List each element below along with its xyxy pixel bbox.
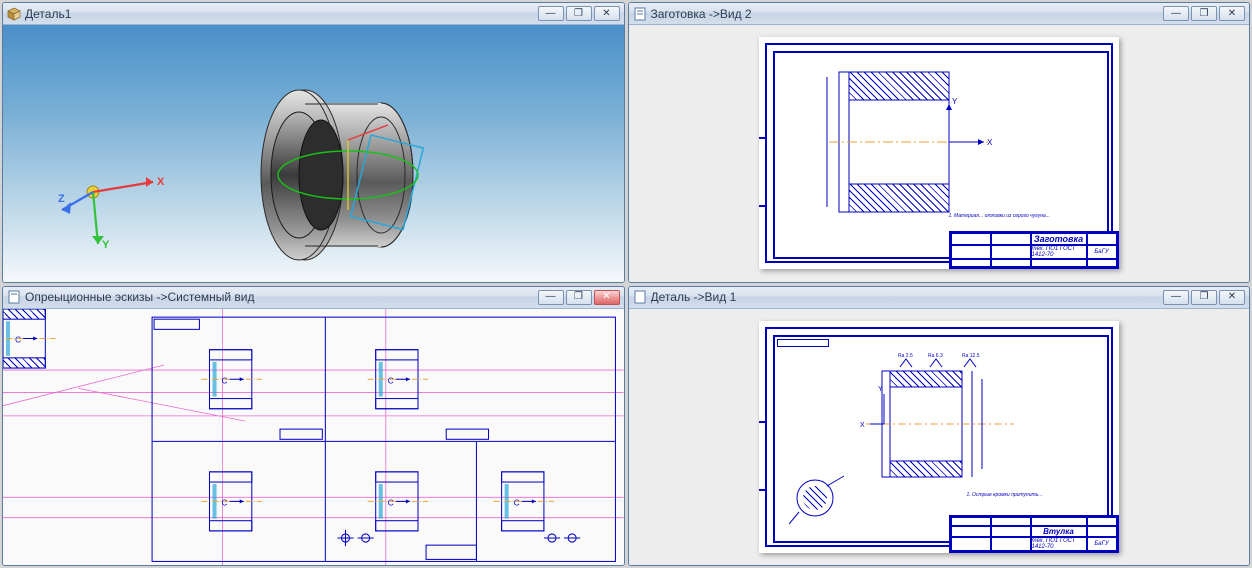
svg-text:Y: Y: [952, 97, 958, 106]
titlebar[interactable]: Опреыционные эскизы ->Системный вид — ❐ …: [3, 287, 624, 309]
window-part-3d: Деталь1 — ❐ ✕: [2, 2, 625, 283]
drawing-note: 1. Острые кромки притупить...: [967, 492, 1097, 498]
window-title: Опреыционные эскизы ->Системный вид: [25, 290, 534, 304]
titlebar[interactable]: Заготовка ->Вид 2 — ❐ ✕: [629, 3, 1250, 25]
svg-text:Ra 6.3: Ra 6.3: [928, 353, 943, 359]
title-block: Втулка тех. ПО1 ГОСТ 1412-70БаГУ: [949, 515, 1119, 553]
part-model[interactable]: [253, 80, 453, 270]
ops-drawing: C: [3, 309, 624, 566]
svg-text:Z: Z: [58, 193, 65, 205]
window-controls: — ❐ ✕: [1163, 6, 1245, 21]
title-block: Заготовка тех. ПО1 ГОСТ 1412-70БаГУ: [949, 231, 1119, 269]
window-title: Деталь1: [25, 7, 534, 21]
svg-text:X: X: [987, 138, 993, 147]
doc-icon: [7, 290, 21, 304]
svg-text:Y: Y: [878, 386, 883, 393]
minimize-button[interactable]: —: [1163, 6, 1189, 21]
maximize-button[interactable]: ❐: [566, 290, 592, 305]
maximize-button[interactable]: ❐: [566, 6, 592, 21]
minimize-button[interactable]: —: [1163, 290, 1189, 305]
window-title: Деталь ->Вид 1: [651, 290, 1160, 304]
svg-text:X: X: [860, 422, 865, 429]
doc-icon: [633, 290, 647, 304]
svg-text:Ra 12.5: Ra 12.5: [962, 353, 980, 359]
section-view: X Y Ra 2.5 Ra 6.3 Ra 12.5: [854, 349, 1024, 499]
section-view: X Y: [819, 62, 999, 222]
viewport-blank[interactable]: X Y 1. Материал... отливки из серого чуг…: [629, 25, 1250, 282]
window-controls: — ❐ ✕: [538, 6, 620, 21]
drawing-sheet: X Y Ra 2.5 Ra 6.3 Ra 12.5: [759, 321, 1119, 553]
close-button[interactable]: ✕: [594, 290, 620, 305]
drawing-sheet: X Y 1. Материал... отливки из серого чуг…: [759, 37, 1119, 269]
viewport-detail[interactable]: X Y Ra 2.5 Ra 6.3 Ra 12.5: [629, 309, 1250, 566]
coordinate-triad: X Y Z: [58, 132, 178, 252]
maximize-button[interactable]: ❐: [1191, 6, 1217, 21]
window-title: Заготовка ->Вид 2: [651, 7, 1160, 21]
svg-text:Ra 2.5: Ra 2.5: [898, 353, 913, 359]
drawing-note: 1. Материал... отливки из серого чугуна.…: [949, 213, 1099, 219]
viewport-ops[interactable]: C: [3, 309, 624, 566]
minimize-button[interactable]: —: [538, 6, 564, 21]
minimize-button[interactable]: —: [538, 290, 564, 305]
window-blank-view2: Заготовка ->Вид 2 — ❐ ✕: [628, 2, 1251, 283]
cube-icon: [7, 7, 21, 21]
close-button[interactable]: ✕: [1219, 290, 1245, 305]
window-detail-view1: Деталь ->Вид 1 — ❐ ✕: [628, 286, 1251, 567]
titlebar[interactable]: Деталь1 — ❐ ✕: [3, 3, 624, 25]
viewport-3d[interactable]: X Y Z: [3, 25, 624, 282]
window-controls: — ❐ ✕: [538, 290, 620, 305]
svg-text:C: C: [15, 335, 21, 344]
window-controls: — ❐ ✕: [1163, 290, 1245, 305]
maximize-button[interactable]: ❐: [1191, 290, 1217, 305]
window-ops-sketches: Опреыционные эскизы ->Системный вид — ❐ …: [2, 286, 625, 567]
svg-text:Y: Y: [102, 239, 110, 251]
close-button[interactable]: ✕: [594, 6, 620, 21]
doc-icon: [633, 7, 647, 21]
detail-callout: [789, 472, 849, 527]
titlebar[interactable]: Деталь ->Вид 1 — ❐ ✕: [629, 287, 1250, 309]
close-button[interactable]: ✕: [1219, 6, 1245, 21]
svg-text:X: X: [157, 176, 165, 188]
